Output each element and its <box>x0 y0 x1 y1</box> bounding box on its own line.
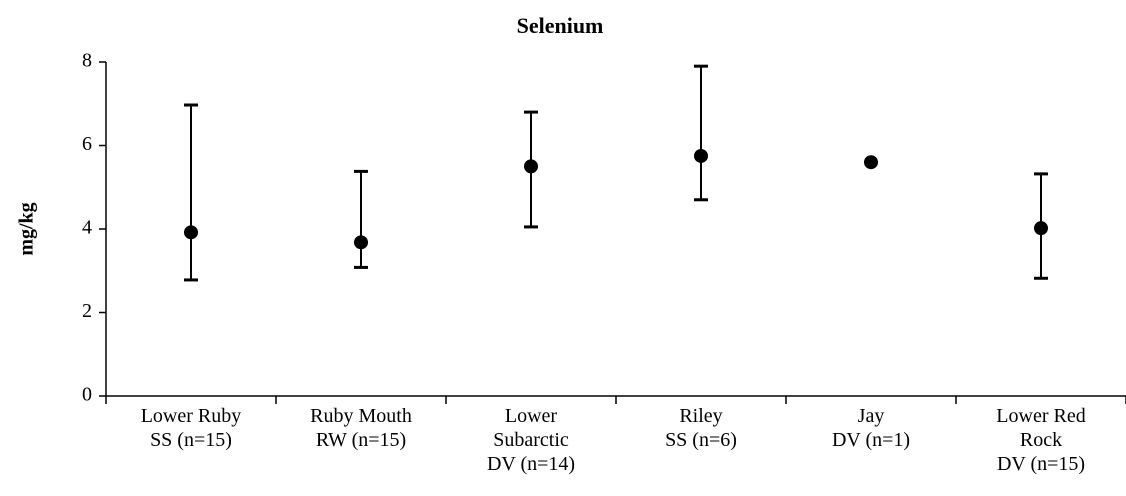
y-tick-label: 2 <box>82 300 92 322</box>
y-tick-label: 6 <box>82 133 92 155</box>
y-tick-label: 0 <box>82 384 92 406</box>
point <box>864 155 878 170</box>
x-tick-label: Ruby Mouth RW (n=15) <box>310 405 412 451</box>
x-tick-label: Lower Subarctic DV (n=14) <box>486 405 576 475</box>
point <box>524 159 538 174</box>
x-tick-label: Jay DV (n=1) <box>831 405 911 451</box>
point <box>184 225 198 240</box>
chart-title: Selenium <box>517 13 604 38</box>
x-tick-label: Lower Red Rock DV (n=15) <box>996 405 1086 475</box>
x-tick-label: Lower Ruby SS (n=15) <box>140 405 242 451</box>
point <box>1034 221 1048 236</box>
x-tick-label: Riley SS (n=6) <box>665 405 737 451</box>
y-tick-label: 4 <box>82 217 92 239</box>
point <box>354 235 368 250</box>
y-tick-label: 8 <box>82 50 92 72</box>
y-axis-label: mg/kg <box>16 202 38 255</box>
point <box>694 148 708 163</box>
